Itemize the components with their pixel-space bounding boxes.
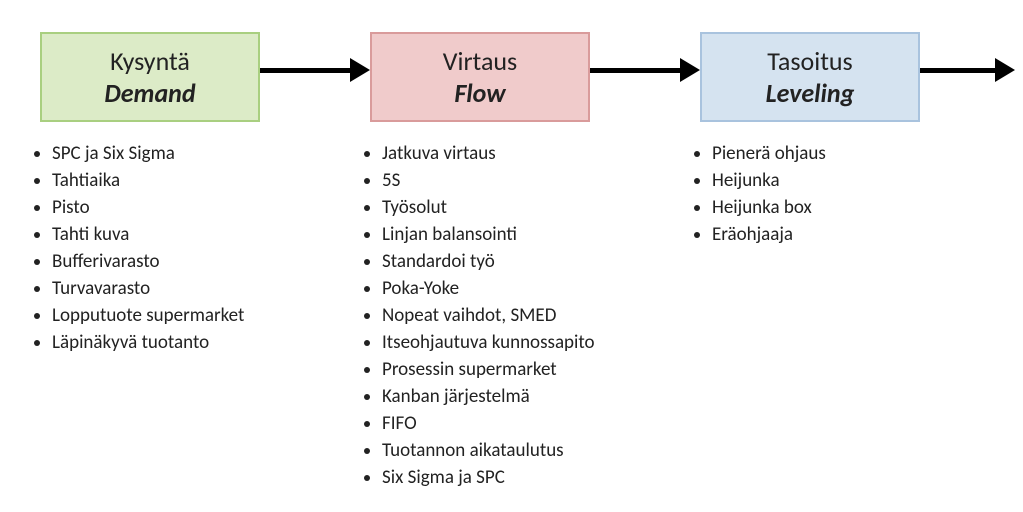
list-item: Heijunka [712, 167, 1012, 194]
arrow-2-head-icon [680, 58, 700, 82]
list-item: Itseohjautuva kunnossapito [382, 329, 702, 356]
list-item: Pienerä ohjaus [712, 140, 1012, 167]
box-flow-title: Virtaus [443, 45, 517, 77]
list-item: Heijunka box [712, 194, 1012, 221]
list-item: Pisto [52, 194, 352, 221]
arrow-1-line [260, 68, 350, 73]
list-item: 5S [382, 167, 702, 194]
arrow-3-head-icon [995, 58, 1015, 82]
list-item: Turvavarasto [52, 275, 352, 302]
bullets-flow: Jatkuva virtaus 5S Työsolut Linjan balan… [360, 140, 702, 491]
list-item: Kanban järjestelmä [382, 383, 702, 410]
list-item: Six Sigma ja SPC [382, 464, 702, 491]
box-demand-subtitle: Demand [104, 77, 195, 109]
list-item: Prosessin supermarket [382, 356, 702, 383]
box-leveling-title: Tasoitus [767, 45, 852, 77]
list-item: Tahti kuva [52, 221, 352, 248]
list-item: Työsolut [382, 194, 702, 221]
list-item: Linjan balansointi [382, 221, 702, 248]
list-item: Nopeat vaihdot, SMED [382, 302, 702, 329]
arrow-1-head-icon [350, 58, 370, 82]
arrow-2-line [590, 68, 680, 73]
list-item: Tahtiaika [52, 167, 352, 194]
diagram-stage: Kysyntä Demand SPC ja Six Sigma Tahtiaik… [0, 0, 1023, 512]
list-item: Poka-Yoke [382, 275, 702, 302]
box-flow-subtitle: Flow [454, 77, 505, 109]
arrow-3-line [920, 68, 995, 73]
list-item: FIFO [382, 410, 702, 437]
bullets-leveling: Pienerä ohjaus Heijunka Heijunka box Erä… [690, 140, 1012, 248]
list-item: SPC ja Six Sigma [52, 140, 352, 167]
list-item: Jatkuva virtaus [382, 140, 702, 167]
box-flow: Virtaus Flow [370, 32, 590, 122]
box-leveling: Tasoitus Leveling [700, 32, 920, 122]
list-item: Lopputuote supermarket [52, 302, 352, 329]
box-demand: Kysyntä Demand [40, 32, 260, 122]
list-item: Eräohjaaja [712, 221, 1012, 248]
list-item: Läpinäkyvä tuotanto [52, 329, 352, 356]
list-item: Tuotannon aikataulutus [382, 437, 702, 464]
list-item: Bufferivarasto [52, 248, 352, 275]
box-demand-title: Kysyntä [110, 45, 190, 77]
list-item: Standardoi työ [382, 248, 702, 275]
bullets-demand: SPC ja Six Sigma Tahtiaika Pisto Tahti k… [30, 140, 352, 356]
box-leveling-subtitle: Leveling [766, 77, 855, 109]
